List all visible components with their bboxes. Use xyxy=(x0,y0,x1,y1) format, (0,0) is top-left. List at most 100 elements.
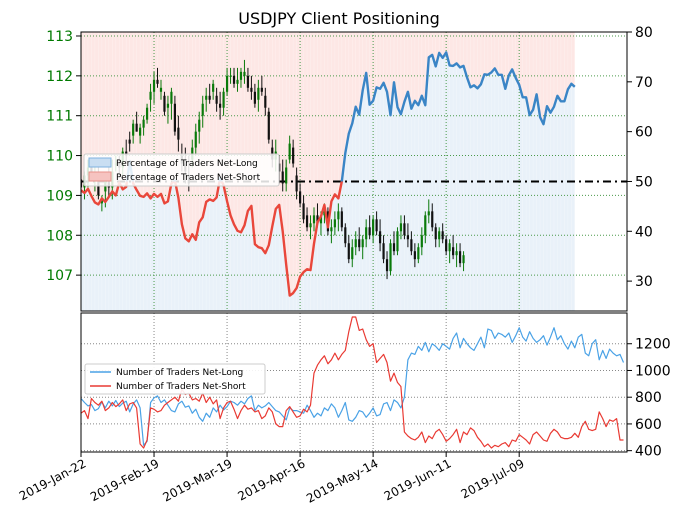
candle-body xyxy=(403,223,406,236)
candle-body xyxy=(152,79,156,92)
price-candle xyxy=(159,79,163,100)
candle-body xyxy=(264,95,267,108)
price-candle xyxy=(302,195,305,224)
price-candle xyxy=(340,207,343,232)
candle-body xyxy=(462,255,465,264)
candle-body xyxy=(392,243,396,252)
price-candle xyxy=(312,207,316,232)
candle-body xyxy=(372,219,375,236)
bottom-panel-frame xyxy=(80,312,628,453)
candle-body xyxy=(285,167,288,184)
legend-count-short-label: Number of Traders Net-Short xyxy=(116,382,246,392)
price-candle xyxy=(201,95,204,128)
candle-body xyxy=(81,179,83,188)
candle-body xyxy=(257,87,260,100)
price-candle xyxy=(361,235,364,260)
candle-body xyxy=(236,79,239,84)
price-candle xyxy=(128,131,131,152)
price-candle xyxy=(448,239,451,264)
candle-body xyxy=(97,179,100,196)
price-candle xyxy=(305,207,309,232)
net-short-area xyxy=(81,32,575,296)
price-candle xyxy=(229,67,232,84)
top-panel-frame xyxy=(80,31,628,312)
candle-body xyxy=(173,103,176,132)
count-tick-label: 1000 xyxy=(635,363,671,379)
top-legend: Percentage of Traders Net-Long Percentag… xyxy=(83,153,280,187)
candle-body xyxy=(399,223,403,232)
price-candle xyxy=(413,243,416,268)
candle-body xyxy=(389,243,392,272)
count-tick-label: 400 xyxy=(635,444,662,460)
candle-body xyxy=(250,87,253,92)
date-tick-label: 2019-May-14 xyxy=(304,456,380,505)
price-candle xyxy=(445,235,448,256)
price-candle xyxy=(354,231,357,256)
price-candle xyxy=(420,227,423,256)
candle-body xyxy=(205,95,208,100)
price-candle xyxy=(250,75,253,100)
price-candle xyxy=(163,91,166,116)
candle-body xyxy=(219,103,222,108)
price-candle xyxy=(246,67,250,92)
price-candle xyxy=(243,59,246,84)
date-tick-label: 2019-Feb-19 xyxy=(88,456,161,504)
candle-body xyxy=(382,243,385,260)
candle-body xyxy=(351,247,354,260)
price-candle xyxy=(142,115,145,136)
price-candle xyxy=(368,215,371,240)
candle-body xyxy=(243,71,246,76)
candle-body xyxy=(417,247,420,260)
candle-body xyxy=(378,231,382,244)
candle-body xyxy=(135,123,138,132)
date-axis: 2019-Jan-22 2019-Feb-19 2019-Mar-19 2019-Ap… xyxy=(17,452,527,506)
candle-body xyxy=(145,107,149,120)
candle-body xyxy=(420,235,423,248)
candle-body xyxy=(232,75,236,84)
price-candle xyxy=(375,211,378,236)
price-candle xyxy=(225,67,229,96)
candle-body xyxy=(288,143,291,160)
candle-body xyxy=(246,75,250,88)
percentage-tick-label: 40 xyxy=(635,224,653,240)
price-candle xyxy=(292,139,295,168)
price-candle xyxy=(309,215,312,240)
price-candle xyxy=(427,199,430,224)
candle-body xyxy=(156,79,159,84)
percentage-tick-label: 50 xyxy=(635,174,653,190)
candle-body xyxy=(225,75,229,92)
price-candle xyxy=(424,211,427,244)
price-candle xyxy=(455,243,458,268)
candle-body xyxy=(431,211,434,228)
price-candle xyxy=(232,67,236,88)
price-candle xyxy=(285,159,288,192)
candle-body xyxy=(361,239,364,248)
candle-body xyxy=(410,239,413,252)
price-candle xyxy=(431,203,434,232)
price-tick-label: 110 xyxy=(46,149,73,165)
price-candle xyxy=(166,95,170,124)
candle-body xyxy=(458,251,462,264)
price-candle xyxy=(417,243,420,264)
price-candle xyxy=(149,83,152,112)
price-candle xyxy=(152,71,156,104)
price-candle xyxy=(452,235,455,260)
price-candle xyxy=(438,227,441,248)
price-candle xyxy=(330,219,333,244)
candle-body xyxy=(323,211,326,216)
price-candle xyxy=(434,223,437,248)
candle-body xyxy=(309,223,312,228)
price-candle xyxy=(173,95,176,136)
number-net-short-line xyxy=(81,316,624,449)
price-candle xyxy=(295,167,298,200)
legend-net-long-swatch xyxy=(88,157,112,168)
candle-body xyxy=(215,95,218,104)
candle-body xyxy=(305,215,309,228)
price-candle xyxy=(139,123,142,144)
candle-body xyxy=(139,127,142,136)
candle-body xyxy=(445,239,448,252)
price-candle xyxy=(365,219,368,248)
percentage-tick-label: 70 xyxy=(635,75,653,91)
net-long-area xyxy=(81,52,575,311)
